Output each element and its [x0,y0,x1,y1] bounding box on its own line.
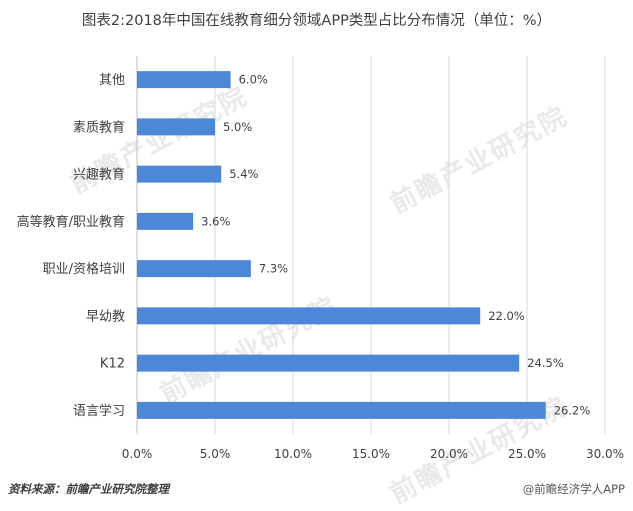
bar [137,118,215,136]
category-label: K12 [100,357,125,372]
data-label: 5.4% [229,167,258,181]
category-label: 早幼教 [86,308,125,324]
data-label: 6.0% [239,73,268,87]
x-tick-label: 20.0% [430,447,468,461]
bar [137,212,194,230]
data-label: 5.0% [223,120,252,134]
x-tick-label: 5.0% [200,447,231,461]
bar [137,354,520,372]
category-label: 语言学习 [73,403,125,419]
category-label: 兴趣教育 [73,167,125,183]
x-tick-label: 0.0% [122,447,153,461]
data-label: 3.6% [201,214,230,228]
x-tick-label: 15.0% [352,447,390,461]
bar [137,307,481,325]
credit-note: @前瞻经济学人APP [522,482,625,496]
x-tick-label: 10.0% [274,447,312,461]
bar [137,260,251,278]
data-label: 22.0% [488,309,525,323]
data-label: 7.3% [259,262,288,276]
bar [137,71,231,89]
bar [137,401,546,419]
category-label: 高等教育/职业教育 [17,214,125,230]
category-label: 素质教育 [73,119,125,135]
category-label: 职业/资格培训 [43,261,125,277]
data-label: 24.5% [527,356,564,370]
chart-title: 图表2:2018年中国在线教育细分领域APP类型占比分布情况（单位：%） [81,13,552,29]
source-note: 资料来源：前瞻产业研究院整理 [8,482,169,496]
category-label: 其他 [99,73,125,88]
x-tick-label: 30.0% [586,447,624,461]
data-label: 26.2% [554,403,591,417]
bar [137,165,222,183]
x-tick-label: 25.0% [508,447,546,461]
